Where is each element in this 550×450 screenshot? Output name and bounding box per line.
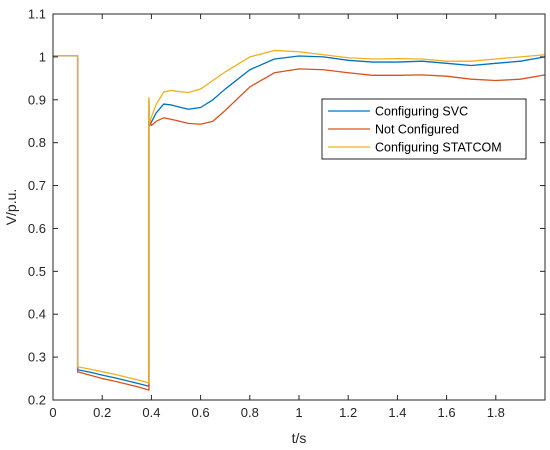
x-tick-label: 1.4 xyxy=(388,405,406,420)
series-line-2 xyxy=(53,54,546,391)
legend-label-2: Not Configured xyxy=(375,123,459,137)
x-tick-label: 1.8 xyxy=(487,405,505,420)
x-tick-label: 1.6 xyxy=(438,405,456,420)
series-line-1 xyxy=(53,54,546,387)
x-tick-label: 0.2 xyxy=(93,405,111,420)
y-tick-label: 0.4 xyxy=(28,307,46,322)
y-tick-label: 0.6 xyxy=(28,221,46,236)
x-tick-label: 0.4 xyxy=(142,405,160,420)
legend-label-1: Configuring SVC xyxy=(375,105,468,119)
x-axis-title: t/s xyxy=(292,430,307,446)
y-axis-title: V/p.u. xyxy=(3,189,19,226)
series-layer xyxy=(53,49,546,391)
x-tick-label: 1 xyxy=(295,405,302,420)
legend: Configuring SVC Not Configured Configuring… xyxy=(321,98,527,160)
y-tick-label: 1.1 xyxy=(28,7,46,22)
y-tick-label: 0.9 xyxy=(28,92,46,107)
x-tick-label: 0.6 xyxy=(192,405,210,420)
axis-ticks: 0 0.2 0.4 0.6 0.8 1 1.2 1.4 1.6 1.80.20.30.40.50.… xyxy=(28,7,545,420)
y-tick-label: 0.7 xyxy=(28,178,46,193)
legend-label-3: Configuring STATCOM xyxy=(375,141,502,155)
series-line-3 xyxy=(53,49,546,384)
x-tick-label: 0 xyxy=(49,405,56,420)
y-tick-label: 1 xyxy=(39,49,46,64)
y-tick-label: 0.2 xyxy=(28,393,46,408)
y-tick-label: 0.5 xyxy=(28,264,46,279)
y-tick-label: 0.3 xyxy=(28,350,46,365)
x-tick-label: 0.8 xyxy=(241,405,259,420)
x-tick-label: 1.2 xyxy=(339,405,357,420)
y-tick-label: 0.8 xyxy=(28,135,46,150)
